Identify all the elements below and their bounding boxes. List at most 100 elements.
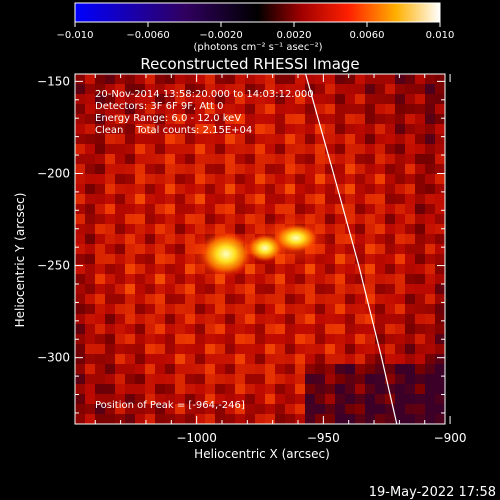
heatmap-cell: [85, 314, 95, 324]
heatmap-cell: [385, 74, 395, 84]
heatmap-cell: [155, 404, 165, 414]
heatmap-cell: [375, 294, 385, 304]
heatmap-cell: [265, 304, 275, 314]
heatmap-cell: [265, 404, 275, 414]
heatmap-cell: [215, 204, 225, 214]
heatmap-cell: [295, 124, 305, 134]
heatmap-cell: [375, 374, 385, 384]
heatmap-cell: [245, 294, 255, 304]
heatmap-cell: [275, 324, 285, 334]
heatmap-cell: [175, 104, 185, 114]
colorbar-ticks: −0.010 −0.0060 −0.0020 0.0020 0.0060 0.010: [56, 22, 454, 41]
heatmap-cell: [155, 164, 165, 174]
heatmap-cell: [175, 264, 185, 274]
heatmap-cell: [215, 374, 225, 384]
heatmap-cell: [115, 164, 125, 174]
heatmap-cell: [265, 104, 275, 114]
heatmap-cell: [235, 354, 245, 364]
heatmap-cell: [395, 334, 405, 344]
heatmap-cell: [355, 94, 365, 104]
heatmap-cell: [135, 154, 145, 164]
heatmap-cell: [275, 174, 285, 184]
heatmap-cell: [245, 204, 255, 214]
heatmap-cell: [255, 364, 265, 374]
heatmap-cell: [315, 114, 325, 124]
heatmap-cell: [135, 204, 145, 214]
heatmap-cell: [335, 404, 345, 414]
heatmap-cell: [75, 154, 85, 164]
heatmap-cell: [285, 94, 295, 104]
heatmap-cell: [245, 124, 255, 134]
heatmap-cell: [365, 364, 375, 374]
heatmap-cell: [105, 234, 115, 244]
heatmap-cell: [385, 94, 395, 104]
heatmap-cell: [135, 184, 145, 194]
heatmap-cell: [115, 84, 125, 94]
heatmap-cell: [335, 384, 345, 394]
heatmap-cell: [95, 224, 105, 234]
heatmap-cell: [345, 364, 355, 374]
heatmap-cell: [355, 404, 365, 414]
heatmap-cell: [155, 84, 165, 94]
heatmap-cell: [415, 324, 425, 334]
heatmap-cell: [365, 144, 375, 154]
heatmap-cell: [245, 154, 255, 164]
heatmap-cell: [365, 214, 375, 224]
heatmap-cell: [75, 284, 85, 294]
heatmap-cell: [205, 294, 215, 304]
heatmap-cell: [155, 414, 165, 424]
heatmap-cell: [125, 124, 135, 134]
heatmap-cell: [215, 144, 225, 154]
heatmap-cell: [165, 274, 175, 284]
heatmap-cell: [235, 104, 245, 114]
heatmap-cell: [145, 184, 155, 194]
heatmap-cell: [305, 134, 315, 144]
heatmap-cell: [375, 114, 385, 124]
heatmap-cell: [405, 164, 415, 174]
heatmap-cell: [435, 324, 445, 334]
heatmap-cell: [305, 154, 315, 164]
heatmap-cell: [165, 404, 175, 414]
heatmap-cell: [115, 254, 125, 264]
heatmap-cell: [275, 294, 285, 304]
heatmap-cell: [375, 174, 385, 184]
heatmap-cell: [285, 324, 295, 334]
heatmap-cell: [145, 414, 155, 424]
heatmap-cell: [425, 354, 435, 364]
heatmap-cell: [255, 354, 265, 364]
heatmap-cell: [155, 354, 165, 364]
heatmap-cell: [375, 314, 385, 324]
heatmap-cell: [405, 74, 415, 84]
heatmap-cell: [335, 294, 345, 304]
heatmap-cell: [175, 224, 185, 234]
heatmap-cell: [345, 194, 355, 204]
heatmap-cell: [335, 374, 345, 384]
heatmap-cell: [325, 304, 335, 314]
heatmap-cell: [85, 114, 95, 124]
heatmap-cell: [245, 224, 255, 234]
heatmap-cell: [285, 164, 295, 174]
heatmap-cell: [145, 104, 155, 114]
heatmap-cell: [215, 294, 225, 304]
heatmap-cell: [125, 364, 135, 374]
heatmap-cell: [95, 324, 105, 334]
heatmap-cell: [305, 324, 315, 334]
heatmap-cell: [135, 244, 145, 254]
heatmap-cell: [205, 334, 215, 344]
heatmap-cell: [345, 404, 355, 414]
heatmap-cell: [275, 264, 285, 274]
heatmap-cell: [225, 114, 235, 124]
heatmap-cell: [135, 234, 145, 244]
heatmap-cell: [405, 194, 415, 204]
heatmap-cell: [205, 404, 215, 414]
heatmap-cell: [395, 344, 405, 354]
heatmap-cell: [325, 384, 335, 394]
heatmap-cell: [435, 334, 445, 344]
heatmap-cell: [295, 284, 305, 294]
heatmap-cell: [295, 134, 305, 144]
heatmap-cell: [105, 144, 115, 154]
heatmap-cell: [435, 284, 445, 294]
heatmap-cell: [415, 364, 425, 374]
heatmap-cell: [315, 94, 325, 104]
heatmap-cell: [355, 284, 365, 294]
